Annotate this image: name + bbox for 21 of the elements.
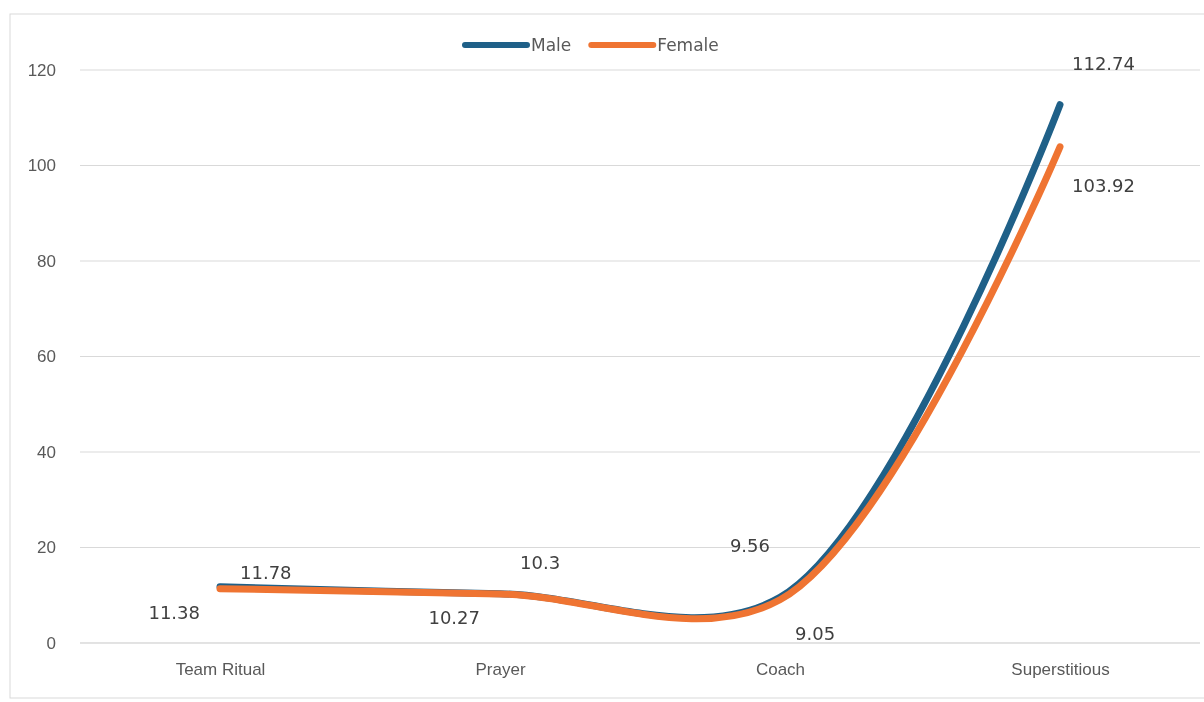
x-tick-label: Team Ritual <box>175 660 266 680</box>
y-tick-label: 120 <box>27 60 56 80</box>
x-tick-label: Coach <box>755 660 806 680</box>
data-label: 11.38 <box>148 601 200 623</box>
y-tick-label: 0 <box>46 633 56 653</box>
y-tick-label: 60 <box>37 347 56 367</box>
data-label: 10.3 <box>520 551 561 573</box>
x-tick-label: Superstitious <box>1011 660 1110 680</box>
data-label: 9.56 <box>729 535 770 557</box>
data-label: 10.27 <box>428 606 480 628</box>
x-tick-label: Prayer <box>475 660 526 680</box>
y-tick-label: 80 <box>37 251 56 271</box>
data-label: 9.05 <box>795 622 836 644</box>
data-label: 11.78 <box>240 561 292 583</box>
legend-label: Female <box>657 35 719 55</box>
data-label: 112.74 <box>1072 52 1135 74</box>
y-tick-label: 100 <box>27 156 56 176</box>
y-tick-label: 40 <box>37 442 56 462</box>
legend-label: Male <box>531 35 572 55</box>
y-tick-label: 20 <box>37 538 56 558</box>
data-label: 103.92 <box>1072 174 1135 196</box>
